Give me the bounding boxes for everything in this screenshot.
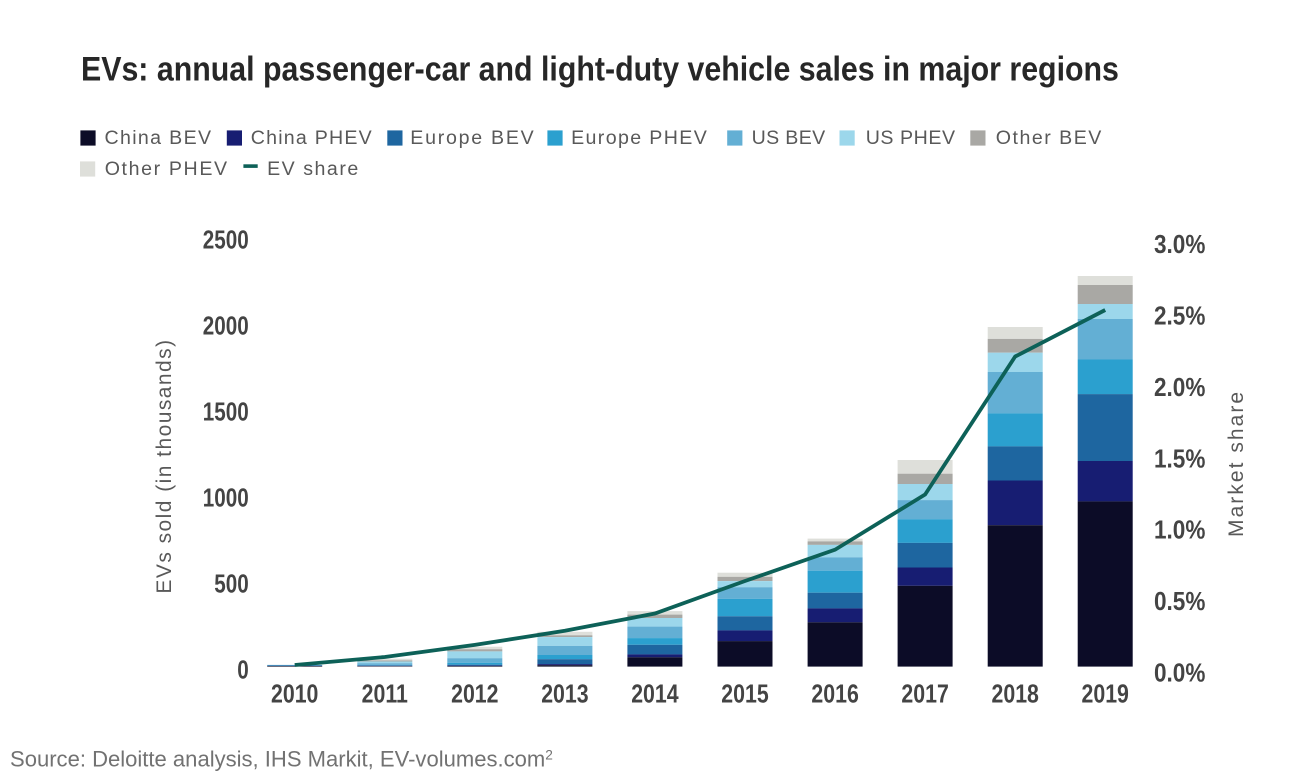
svg-text:Other PHEV: Other PHEV xyxy=(105,158,229,180)
svg-text:0.5%: 0.5% xyxy=(1154,588,1205,617)
svg-text:2011: 2011 xyxy=(362,679,408,709)
svg-text:EV share: EV share xyxy=(267,158,360,180)
svg-text:2.5%: 2.5% xyxy=(1154,302,1205,331)
svg-text:Market share: Market share xyxy=(1225,390,1248,537)
svg-text:2000: 2000 xyxy=(203,311,249,340)
svg-text:2012: 2012 xyxy=(451,679,498,709)
svg-text:Europe PHEV: Europe PHEV xyxy=(571,127,708,149)
svg-text:3.0%: 3.0% xyxy=(1154,231,1205,260)
svg-text:US PHEV: US PHEV xyxy=(866,127,956,149)
svg-text:1000: 1000 xyxy=(203,483,249,512)
svg-text:2013: 2013 xyxy=(541,679,588,709)
svg-text:2018: 2018 xyxy=(991,679,1038,709)
svg-text:Source: Deloitte analysis, IHS: Source: Deloitte analysis, IHS Markit, E… xyxy=(10,746,553,771)
svg-text:1.5%: 1.5% xyxy=(1154,445,1205,474)
svg-text:2016: 2016 xyxy=(811,679,858,709)
svg-text:2014: 2014 xyxy=(631,679,679,709)
svg-text:US BEV: US BEV xyxy=(752,127,826,149)
svg-text:1500: 1500 xyxy=(203,397,249,426)
svg-text:China BEV: China BEV xyxy=(105,127,213,149)
svg-text:EVs: annual passenger-car and: EVs: annual passenger-car and light-duty… xyxy=(81,50,1119,88)
svg-text:Europe BEV: Europe BEV xyxy=(410,127,535,149)
svg-text:2.0%: 2.0% xyxy=(1154,373,1205,402)
svg-text:2500: 2500 xyxy=(203,225,249,254)
svg-text:2010: 2010 xyxy=(271,679,318,709)
svg-text:China PHEV: China PHEV xyxy=(251,127,373,149)
svg-text:0: 0 xyxy=(237,655,248,684)
svg-text:2017: 2017 xyxy=(901,679,948,709)
svg-text:500: 500 xyxy=(214,569,248,598)
svg-text:2019: 2019 xyxy=(1081,679,1128,709)
svg-text:Other BEV: Other BEV xyxy=(996,127,1103,149)
svg-text:EVs sold (in thousands): EVs sold (in thousands) xyxy=(153,338,176,593)
svg-text:1.0%: 1.0% xyxy=(1154,516,1205,545)
svg-text:2015: 2015 xyxy=(721,679,768,709)
svg-text:0.0%: 0.0% xyxy=(1154,659,1205,688)
